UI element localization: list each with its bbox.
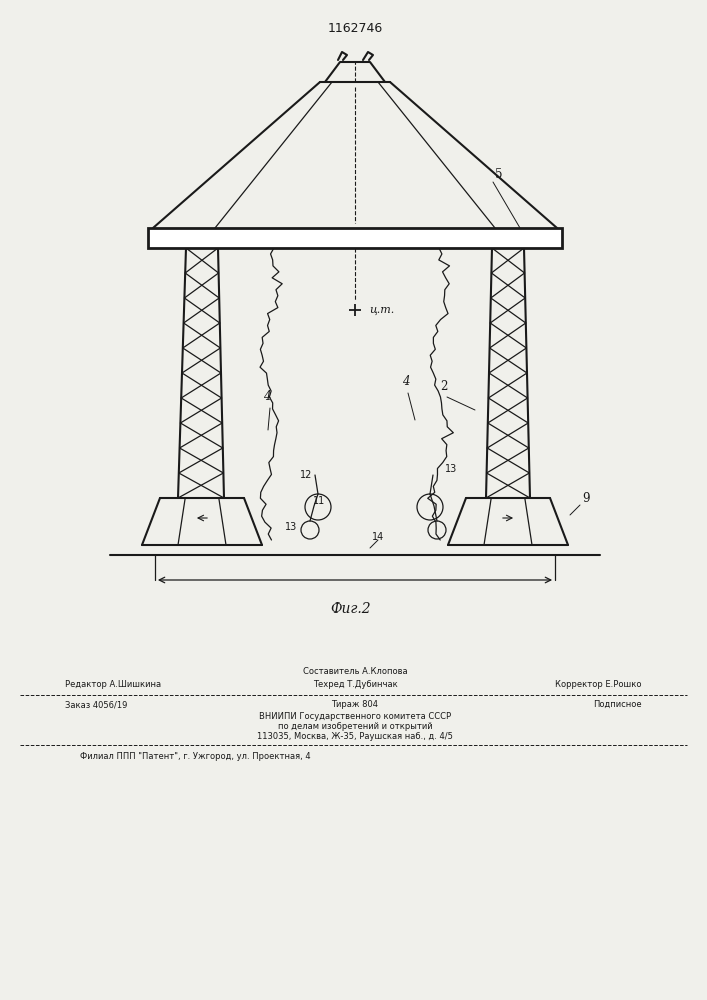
Text: ВНИИПИ Государственного комитета СССР: ВНИИПИ Государственного комитета СССР xyxy=(259,712,451,721)
Text: Фиг.2: Фиг.2 xyxy=(330,602,370,616)
Text: Редактор А.Шишкина: Редактор А.Шишкина xyxy=(65,680,161,689)
Text: Техред Т.Дубинчак: Техред Т.Дубинчак xyxy=(312,680,397,689)
Text: Составитель А.Клопова: Составитель А.Клопова xyxy=(303,667,407,676)
Text: 2: 2 xyxy=(440,380,448,393)
Text: Корректор Е.Рошко: Корректор Е.Рошко xyxy=(556,680,642,689)
Text: 4: 4 xyxy=(263,390,271,403)
Text: 12: 12 xyxy=(300,470,312,480)
Text: 11: 11 xyxy=(313,496,325,506)
Text: по делам изобретений и открытий: по делам изобретений и открытий xyxy=(278,722,432,731)
Text: Подписное: Подписное xyxy=(593,700,642,709)
Text: 4: 4 xyxy=(402,375,409,388)
Text: 1162746: 1162746 xyxy=(327,22,382,35)
Text: ц.т.: ц.т. xyxy=(369,305,395,315)
Text: Тираж 804: Тираж 804 xyxy=(332,700,378,709)
Text: Заказ 4056/19: Заказ 4056/19 xyxy=(65,700,127,709)
Text: 13: 13 xyxy=(445,464,457,474)
Text: 14: 14 xyxy=(372,532,384,542)
Bar xyxy=(148,228,562,248)
Text: 5: 5 xyxy=(495,168,503,181)
Text: 113035, Москва, Ж-35, Раушская наб., д. 4/5: 113035, Москва, Ж-35, Раушская наб., д. … xyxy=(257,732,453,741)
Text: Филиал ППП "Патент", г. Ужгород, ул. Проектная, 4: Филиал ППП "Патент", г. Ужгород, ул. Про… xyxy=(80,752,310,761)
Text: 13: 13 xyxy=(285,522,297,532)
Text: 9: 9 xyxy=(582,492,590,505)
